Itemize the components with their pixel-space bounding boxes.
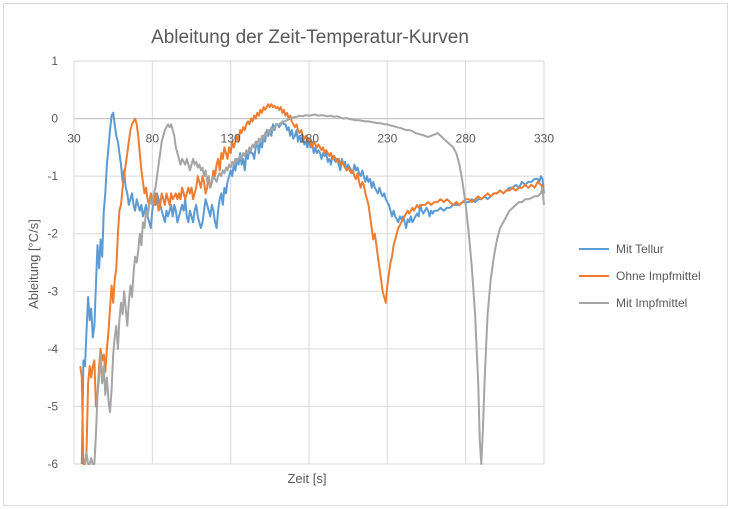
y-tick-label: -6 [47,457,58,471]
chart-title: Ableitung der Zeit-Temperatur-Kurven [151,27,469,48]
x-tick-label: 30 [67,132,81,146]
y-tick-label: -4 [47,342,58,356]
series-line-1 [80,111,545,465]
series-line-3 [84,113,545,465]
legend-entry: Mit Tellur [616,242,664,256]
legend-entry: Ohne Impfmittel [616,269,701,283]
series-layer [79,103,545,465]
gridlines [73,60,545,465]
y-tick-label: -3 [47,284,58,298]
y-tick-labels: 1 0 -1 -2 -3 -4 -5 -6 [47,54,58,471]
x-tick-label: 80 [146,132,160,146]
y-axis-label: Ableitung [°C/s] [26,219,41,309]
x-tick-label: 130 [221,132,241,146]
x-axis-label: Zeit [s] [287,471,326,486]
y-tick-label: -5 [47,399,58,413]
x-tick-label: 230 [377,132,397,146]
x-tick-label: 330 [534,132,554,146]
legend: Mit Tellur Ohne Impfmittel Mit Impfmittel [579,242,701,310]
y-tick-label: -2 [47,227,58,241]
x-tick-label: 280 [456,132,476,146]
y-tick-label: 1 [51,54,58,68]
x-tick-label: 180 [299,132,319,146]
legend-entry: Mit Impfmittel [616,296,687,310]
series-line-2 [79,103,545,465]
y-tick-label: -1 [47,169,58,183]
x-tick-labels: 30 80 130 180 230 280 330 [67,132,554,146]
y-tick-label: 0 [51,112,58,126]
chart-frame [3,3,728,506]
